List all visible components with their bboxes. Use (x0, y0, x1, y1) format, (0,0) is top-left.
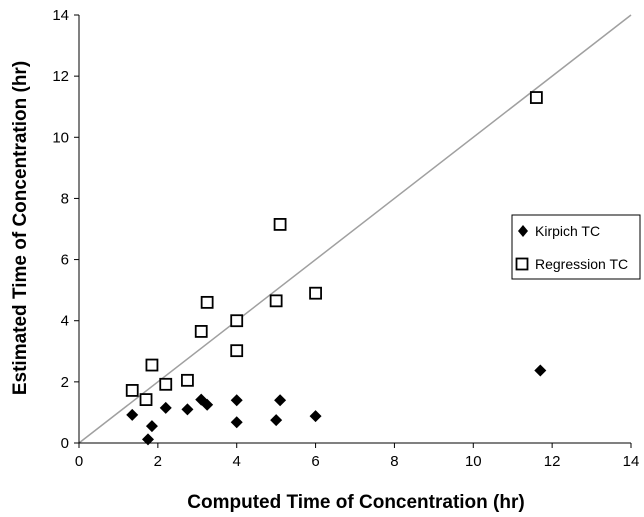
kirpich-point (274, 394, 287, 407)
kirpich-point (270, 414, 283, 427)
legend-label-kirpich: Kirpich TC (535, 223, 600, 239)
x-tick-label: 10 (465, 453, 482, 470)
y-tick-label: 12 (52, 68, 69, 85)
kirpich-point (145, 420, 158, 433)
y-tick-label: 10 (52, 129, 69, 146)
x-tick-label: 0 (75, 453, 83, 470)
y-tick-label: 14 (52, 7, 69, 24)
y-tick-label: 4 (61, 313, 69, 330)
kirpich-point (534, 364, 547, 377)
y-tick-label: 8 (61, 190, 69, 207)
regression-point (529, 91, 543, 104)
legend: Kirpich TC Regression TC (511, 214, 641, 280)
y-tick-label: 0 (61, 435, 69, 452)
regression-point (273, 218, 287, 231)
regression-point (125, 384, 139, 397)
regression-point (230, 344, 244, 358)
x-tick-label: 8 (390, 453, 398, 470)
regression-point (269, 294, 283, 308)
regression-point (145, 358, 159, 372)
y-tick-label: 2 (61, 374, 69, 391)
regression-point (230, 314, 244, 328)
regression-point (194, 325, 208, 338)
data-points (125, 91, 547, 446)
x-tick-label: 12 (544, 453, 561, 470)
kirpich-point (159, 401, 172, 414)
kirpich-point (309, 410, 322, 423)
x-tick-label: 4 (233, 453, 241, 470)
legend-marker-regression (515, 257, 529, 271)
ticks: 0 2 4 6 8 10 12 14 0 2 4 6 8 10 12 14 (52, 7, 639, 470)
kirpich-point (230, 394, 243, 407)
reference-line (78, 14, 632, 444)
y-tick-label: 6 (61, 252, 69, 269)
axes (78, 15, 631, 444)
regression-point (309, 286, 322, 300)
regression-point (181, 373, 194, 387)
kirpich-point (201, 398, 214, 411)
x-tick-label: 2 (154, 453, 162, 470)
kirpich-point (181, 403, 194, 416)
kirpich-point (126, 408, 139, 421)
legend-marker-kirpich (518, 225, 528, 237)
kirpich-point (230, 416, 243, 429)
x-tick-label: 14 (623, 453, 640, 470)
x-axis-title: Computed Time of Concentration (hr) (187, 492, 524, 513)
regression-point (200, 295, 214, 309)
regression-point (159, 377, 173, 391)
legend-label-regression: Regression TC (535, 256, 628, 272)
regression-point (139, 393, 153, 406)
x-tick-label: 6 (311, 453, 319, 470)
y-axis-title: Estimated Time of Concentration (hr) (10, 61, 31, 395)
legend-box (511, 214, 641, 280)
kirpich-point (142, 433, 154, 446)
